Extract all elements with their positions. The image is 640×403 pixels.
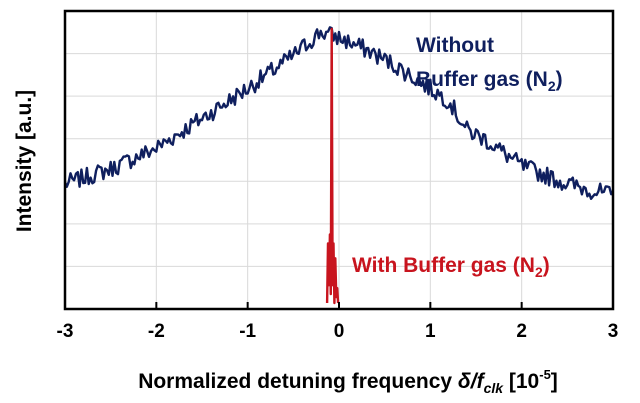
x-tick-label: 2 <box>516 321 527 342</box>
x-tick-label: -3 <box>57 321 74 342</box>
x-tick-label: 1 <box>425 321 436 342</box>
annotation-without-line2: Buffer gas (N2) <box>416 68 563 94</box>
x-axis-ticks: -3 -2 -1 0 1 2 3 <box>57 302 619 342</box>
x-tick-label: 3 <box>608 321 619 342</box>
annotation-without-line1: Without <box>416 34 494 57</box>
annotation-with: With Buffer gas (N2) <box>352 254 550 280</box>
y-axis-label: Intensity [a.u.] <box>13 90 36 232</box>
series-without-buffer-gas <box>63 26 615 201</box>
x-axis-label: Normalized detuning frequency δ/fclk [10… <box>138 367 558 396</box>
x-tick-label: 0 <box>334 321 345 342</box>
series-line-with-buffer-gas <box>325 27 340 305</box>
series-with-buffer-gas <box>325 27 340 305</box>
x-tick-label: -2 <box>148 321 165 342</box>
x-tick-label: -1 <box>239 321 256 342</box>
series-line-without-buffer-gas <box>63 26 615 201</box>
